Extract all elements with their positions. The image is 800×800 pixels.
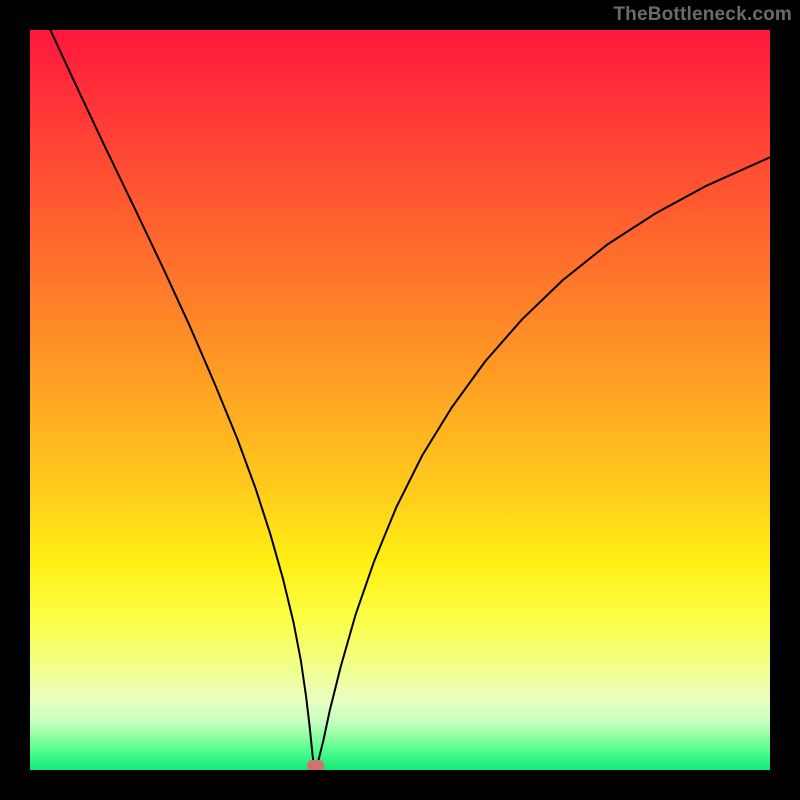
plot-background: [30, 30, 770, 770]
minimum-marker: [307, 760, 324, 770]
plot-svg: [30, 30, 770, 770]
chart-frame: TheBottleneck.com: [0, 0, 800, 800]
plot-area: [30, 30, 770, 770]
watermark-text: TheBottleneck.com: [613, 4, 792, 26]
